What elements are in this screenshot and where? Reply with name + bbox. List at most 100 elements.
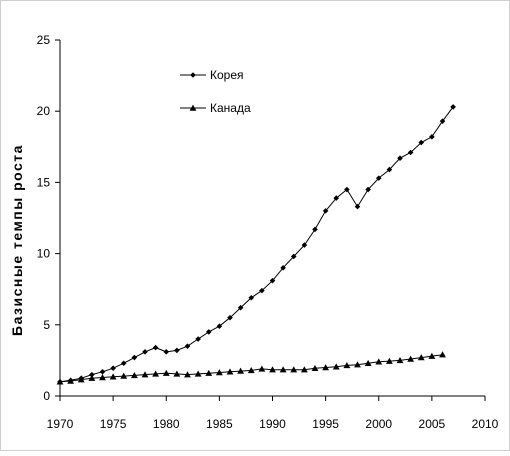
data-point-canada bbox=[279, 366, 287, 373]
data-point-korea bbox=[322, 208, 329, 214]
data-point-canada bbox=[237, 367, 245, 374]
x-tick-label: 1995 bbox=[312, 417, 339, 431]
y-tick-label: 20 bbox=[37, 104, 51, 118]
data-point-canada bbox=[120, 372, 128, 379]
data-point-canada bbox=[173, 370, 181, 377]
legend-label-korea: Корея bbox=[210, 68, 244, 82]
data-point-korea bbox=[439, 118, 446, 124]
x-tick-label: 2000 bbox=[365, 417, 392, 431]
x-tick-label: 1980 bbox=[153, 417, 180, 431]
series-layer bbox=[56, 104, 456, 385]
x-tick-label: 1990 bbox=[259, 417, 286, 431]
data-point-canada bbox=[311, 364, 319, 371]
series-canada bbox=[56, 351, 446, 385]
data-point-canada bbox=[439, 351, 446, 358]
data-point-korea bbox=[89, 371, 95, 378]
data-point-korea bbox=[205, 329, 212, 335]
y-tick-label: 15 bbox=[37, 175, 51, 189]
data-point-canada bbox=[226, 368, 234, 375]
data-point-canada bbox=[109, 373, 117, 380]
data-point-canada bbox=[343, 361, 351, 369]
data-point-canada bbox=[215, 369, 223, 376]
data-point-korea bbox=[237, 304, 244, 311]
data-point-korea bbox=[259, 287, 265, 294]
data-point-canada bbox=[290, 366, 298, 373]
data-point-korea bbox=[365, 186, 371, 193]
x-tick-label: 2010 bbox=[472, 417, 499, 431]
y-tick-label: 0 bbox=[43, 389, 50, 403]
data-point-canada bbox=[141, 371, 149, 378]
data-point-canada bbox=[417, 354, 425, 361]
data-point-korea bbox=[333, 195, 340, 201]
data-point-canada bbox=[205, 369, 213, 376]
y-tick-label: 5 bbox=[43, 318, 50, 332]
data-point-canada bbox=[258, 365, 266, 372]
data-point-canada bbox=[184, 371, 191, 378]
data-point-korea bbox=[375, 175, 382, 181]
x-tick-label: 2005 bbox=[419, 417, 446, 431]
legend-item-korea: Корея bbox=[180, 68, 244, 82]
data-point-korea bbox=[248, 294, 255, 301]
data-point-korea bbox=[152, 344, 159, 351]
data-point-canada bbox=[375, 358, 383, 365]
x-tick-label: 1985 bbox=[206, 417, 233, 431]
data-point-canada bbox=[247, 366, 255, 374]
data-point-canada bbox=[99, 374, 106, 381]
data-point-korea bbox=[110, 365, 116, 372]
data-point-korea bbox=[163, 349, 170, 355]
data-point-canada bbox=[194, 370, 202, 377]
data-point-canada bbox=[385, 357, 393, 364]
y-axis-title: Базисные темпы роста bbox=[9, 144, 25, 336]
data-point-canada bbox=[428, 352, 436, 359]
data-point-canada bbox=[332, 363, 340, 370]
data-point-korea bbox=[142, 349, 148, 355]
data-point-korea bbox=[174, 347, 180, 354]
data-point-korea bbox=[354, 203, 361, 210]
data-point-canada bbox=[322, 364, 330, 371]
data-point-canada bbox=[67, 377, 75, 384]
data-point-canada bbox=[152, 370, 160, 377]
data-point-korea bbox=[280, 265, 286, 271]
data-point-canada bbox=[364, 359, 372, 366]
data-point-korea bbox=[227, 314, 233, 321]
data-point-korea bbox=[120, 360, 127, 367]
data-point-korea bbox=[184, 343, 191, 349]
legend-label-canada: Канада bbox=[210, 101, 251, 115]
data-point-korea bbox=[386, 166, 393, 173]
legend-marker-canada bbox=[189, 104, 197, 111]
data-point-canada bbox=[88, 374, 96, 381]
data-point-korea bbox=[429, 134, 435, 140]
legend: Корея Канада bbox=[180, 68, 251, 115]
axes: 0 5 10 15 20 25 1970 1975 1980 1985 1990 1995 2000 20… bbox=[37, 33, 499, 431]
data-point-canada bbox=[77, 376, 85, 383]
legend-item-canada: Канада bbox=[180, 101, 251, 115]
x-tick-label: 1975 bbox=[100, 417, 127, 431]
data-point-canada bbox=[354, 361, 361, 368]
data-point-canada bbox=[162, 369, 170, 376]
legend-marker-korea bbox=[190, 72, 196, 78]
data-point-korea bbox=[269, 277, 276, 284]
y-tick-label: 25 bbox=[37, 33, 51, 47]
data-point-korea bbox=[131, 354, 138, 361]
data-point-korea bbox=[407, 149, 414, 156]
data-point-korea bbox=[216, 323, 223, 330]
y-tick-label: 10 bbox=[37, 247, 51, 261]
data-point-korea bbox=[99, 368, 106, 375]
data-point-canada bbox=[396, 357, 404, 364]
data-point-korea bbox=[312, 226, 318, 233]
data-point-canada bbox=[300, 366, 308, 373]
data-point-canada bbox=[130, 371, 138, 379]
data-point-korea bbox=[290, 253, 297, 260]
data-point-korea bbox=[397, 155, 403, 161]
data-point-canada bbox=[407, 355, 415, 362]
data-point-korea bbox=[450, 104, 456, 110]
data-point-korea bbox=[344, 186, 350, 193]
data-point-korea bbox=[418, 139, 425, 146]
data-point-korea bbox=[301, 242, 308, 248]
data-point-canada bbox=[56, 378, 64, 385]
data-point-korea bbox=[195, 336, 201, 342]
data-point-canada bbox=[269, 366, 276, 373]
